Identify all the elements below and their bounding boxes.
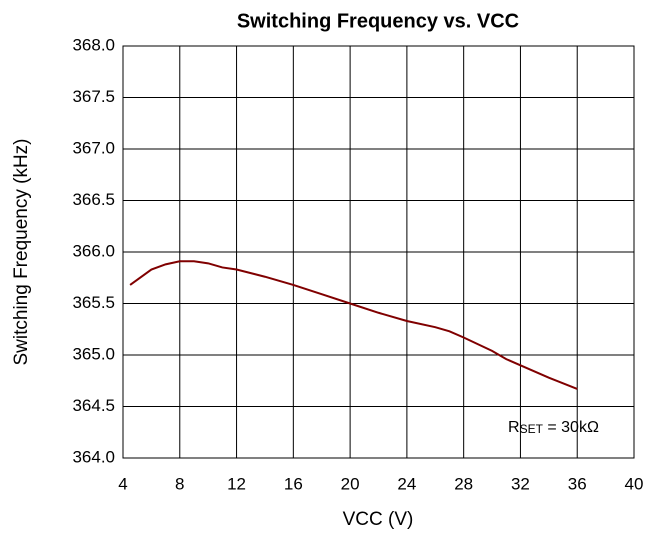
- x-tick-label: 4: [118, 474, 127, 493]
- y-tick-label: 368.0: [72, 35, 115, 54]
- y-tick-label: 365.0: [72, 344, 115, 363]
- y-tick-label: 365.5: [72, 293, 115, 312]
- x-tick-label: 28: [454, 474, 473, 493]
- plot-border: [122, 45, 635, 459]
- line-series: [129, 260, 578, 390]
- x-tick-label: 40: [625, 474, 644, 493]
- x-tick-label: 12: [227, 474, 246, 493]
- y-tick-label: 366.5: [72, 190, 115, 209]
- chart-title: Switching Frequency vs. VCC: [237, 10, 519, 32]
- x-tick-label: 32: [511, 474, 530, 493]
- y-tick-label: 366.0: [72, 241, 115, 260]
- x-tick-label: 8: [175, 474, 184, 493]
- y-tick-label: 367.0: [72, 138, 115, 157]
- y-axis-label: Switching Frequency (kHz): [11, 138, 32, 365]
- y-tick-label: 367.5: [72, 87, 115, 106]
- annotation-subscript: SET: [520, 422, 544, 436]
- x-axis-label: VCC (V): [343, 509, 414, 530]
- annotation: RSET = 30kΩ: [508, 419, 599, 436]
- annotation-text: = 30kΩ: [543, 419, 599, 436]
- x-tick-label: 24: [397, 474, 416, 493]
- x-tick-label: 16: [284, 474, 303, 493]
- y-tick-label: 364.5: [72, 396, 115, 415]
- annotation-symbol: R: [508, 419, 520, 436]
- x-tick-label: 20: [341, 474, 360, 493]
- x-tick-label: 36: [568, 474, 587, 493]
- y-tick-label: 364.0: [72, 447, 115, 466]
